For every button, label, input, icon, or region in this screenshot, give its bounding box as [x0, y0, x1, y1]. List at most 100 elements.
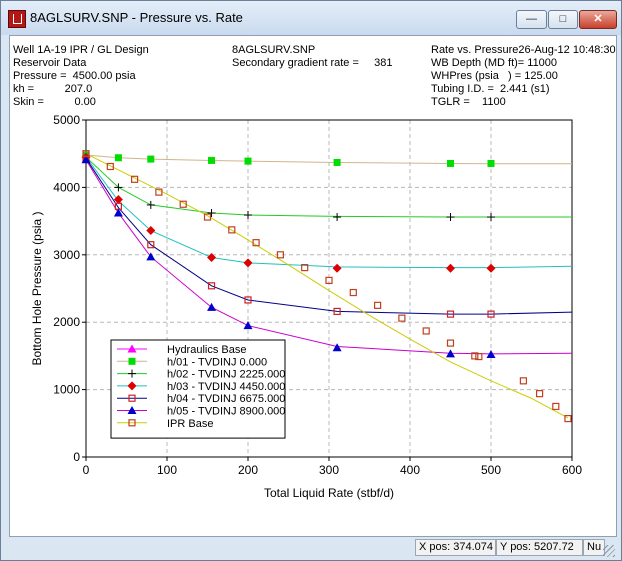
- y-tick-label: 3000: [53, 248, 80, 262]
- series-marker: [446, 263, 455, 273]
- y-tick-label: 1000: [53, 383, 80, 397]
- series-marker: [564, 414, 572, 423]
- series-marker: [243, 258, 253, 268]
- series-marker: [486, 263, 496, 273]
- series-marker: [106, 162, 114, 171]
- series-marker: [155, 188, 163, 196]
- series-marker: [446, 213, 455, 222]
- series-line: [86, 158, 572, 315]
- header-filename: 8AGLSURV.SNP: [232, 44, 316, 56]
- series-marker: [333, 307, 341, 316]
- series-marker: [487, 213, 495, 222]
- series-marker: [349, 288, 357, 297]
- maximize-button[interactable]: □: [548, 10, 578, 29]
- legend-entry: h/05 - TVDINJ 8900.000: [167, 406, 285, 418]
- series-marker: [333, 158, 341, 166]
- series-marker: [207, 282, 216, 290]
- x-position-readout: X pos: 374.074: [415, 539, 496, 556]
- window-title: 8AGLSURV.SNP - Pressure vs. Rate: [30, 10, 243, 25]
- series-line: [86, 153, 569, 419]
- series-marker: [114, 183, 123, 192]
- y-tick-label: 4000: [53, 180, 80, 194]
- y-axis-label: Bottom Hole Pressure (psia ): [30, 211, 44, 365]
- series-marker: [374, 301, 382, 309]
- legend-marker: [128, 394, 136, 402]
- series-marker: [130, 175, 139, 183]
- series-marker: [228, 226, 236, 234]
- legend-marker: [127, 406, 137, 414]
- resize-grip[interactable]: [603, 545, 615, 557]
- legend-marker: [127, 381, 137, 391]
- legend-entry: h/02 - TVDINJ 2225.000: [167, 369, 285, 381]
- series-marker: [471, 352, 479, 360]
- series-marker: [244, 296, 252, 304]
- series-marker: [535, 390, 544, 398]
- series-marker: [486, 350, 496, 359]
- series-marker: [146, 226, 156, 236]
- legend-entry: h/04 - TVDINJ 6675.000: [167, 393, 285, 405]
- legend-box: [110, 339, 286, 439]
- close-button[interactable]: ✕: [579, 10, 617, 29]
- series-marker: [301, 264, 309, 272]
- series-marker: [475, 352, 483, 361]
- y-position-readout: Y pos: 5207.72: [496, 539, 583, 556]
- series-marker: [332, 343, 342, 352]
- series-marker: [207, 302, 217, 311]
- series-marker: [146, 200, 155, 209]
- x-tick-label: 500: [481, 463, 501, 477]
- status-bar: X pos: 374.074 Y pos: 5207.72 Nu: [9, 537, 615, 557]
- series-marker: [252, 239, 260, 247]
- series-marker: [422, 327, 430, 335]
- header-line: Pressure = 4500.00 psia: [13, 70, 136, 82]
- legend-entry: Hydraulics Base: [167, 344, 246, 356]
- series-marker: [243, 321, 253, 330]
- series-marker: [446, 339, 455, 347]
- x-tick-label: 0: [83, 463, 90, 477]
- series-marker: [398, 314, 406, 322]
- series-marker: [244, 157, 252, 165]
- series-marker: [487, 310, 495, 318]
- series-marker: [552, 402, 560, 411]
- app-icon[interactable]: [8, 10, 26, 28]
- y-tick-label: 5000: [53, 113, 80, 127]
- legend-entry: h/01 - TVDINJ 0.000: [167, 356, 267, 368]
- y-tick-label: 0: [73, 450, 80, 464]
- header-line: Reservoir Data: [13, 57, 87, 69]
- series-marker: [325, 276, 333, 285]
- minimize-button[interactable]: —: [516, 10, 547, 29]
- pressure-rate-chart[interactable]: 0 100 200 300 400 500 600 0 1000 2000 3000 4000 5000…: [10, 36, 616, 536]
- series-marker: [332, 263, 342, 273]
- header-line: Skin = 0.00: [13, 96, 96, 108]
- series-marker: [447, 159, 454, 167]
- series-marker: [276, 251, 284, 259]
- series-marker: [446, 310, 455, 318]
- series-marker: [208, 156, 216, 164]
- series-marker: [207, 252, 217, 262]
- header-line: Tubing I.D. = 2.441 (s1): [431, 83, 550, 95]
- series-marker: [81, 155, 91, 164]
- header-line: Rate vs. Pressure26-Aug-12 10:48:30: [431, 44, 616, 56]
- series-marker: [244, 211, 252, 220]
- header-line: TGLR = 1100: [431, 96, 506, 108]
- legend-entry: h/03 - TVDINJ 4450.000: [167, 381, 285, 393]
- series-marker: [179, 200, 187, 208]
- x-tick-label: 100: [157, 463, 177, 477]
- legend-marker: [128, 357, 136, 365]
- series-marker: [146, 252, 156, 261]
- status-extra: Nu: [583, 539, 605, 556]
- series-marker: [207, 209, 216, 218]
- chart-panel[interactable]: Well 1A-19 IPR / GL Design Reservoir Dat…: [9, 35, 617, 537]
- legend-marker: [127, 344, 137, 353]
- series-marker: [113, 208, 123, 217]
- series-marker: [203, 213, 212, 221]
- legend-marker: [128, 419, 136, 427]
- series-marker: [333, 213, 342, 222]
- x-tick-label: 600: [562, 463, 582, 477]
- legend-marker: [128, 369, 136, 378]
- title-bar[interactable]: 8AGLSURV.SNP - Pressure vs. Rate — □ ✕: [1, 1, 621, 35]
- header-line: WHPres (psia ) = 125.00: [431, 70, 558, 82]
- x-tick-label: 400: [400, 463, 420, 477]
- series-marker: [82, 150, 90, 158]
- y-tick-label: 2000: [53, 315, 80, 329]
